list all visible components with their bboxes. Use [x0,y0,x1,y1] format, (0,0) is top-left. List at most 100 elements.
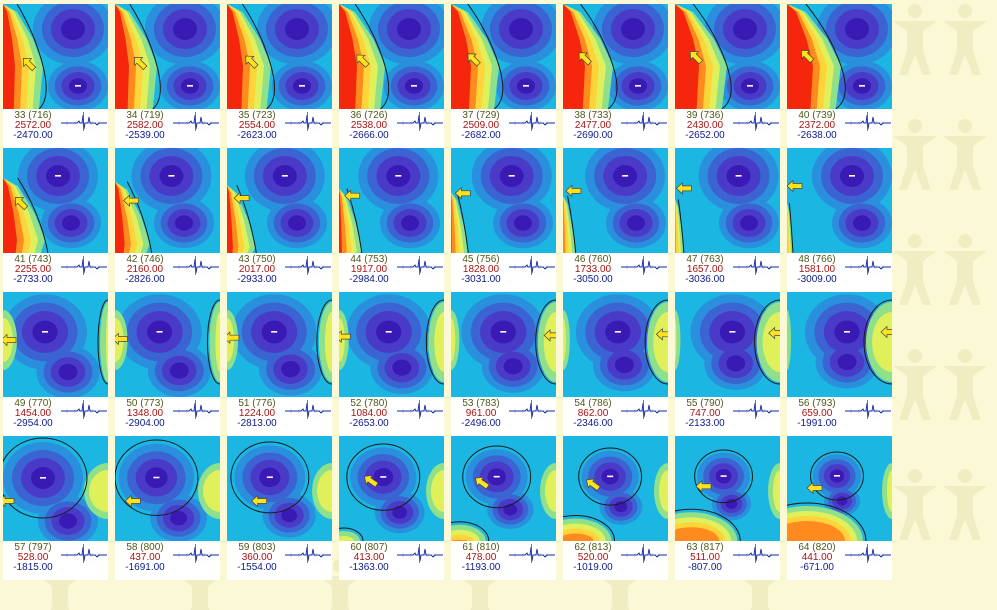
frame-cell[interactable]: 44 (753) 1917.00 -2984.00 [339,148,444,292]
frame-caption: 51 (776) 1224.00 -2813.00 [227,399,332,436]
frame-cell[interactable]: 36 (726) 2538.00 -2666.00 [339,4,444,148]
arrow-icon [251,494,267,508]
min-value-label: -2813.00 [237,418,277,429]
frame-cell[interactable]: 38 (733) 2477.00 -2690.00 [563,4,668,148]
min-value-label: -3031.00 [461,274,501,285]
minimum-marker [607,475,614,478]
frame-cell[interactable]: 62 (813) 520.00 -1019.00 [563,436,668,580]
frame-cell[interactable]: 41 (743) 2255.00 -2733.00 [3,148,108,292]
max-value-label: 1224.00 [238,408,276,419]
potential-map[interactable] [563,436,668,541]
frame-caption: 57 (797) 528.00 -1815.00 [3,543,108,580]
potential-map[interactable] [227,148,332,253]
frame-cell[interactable]: 59 (803) 360.00 -1554.00 [227,436,332,580]
frame-cell[interactable]: 52 (780) 1084.00 -2653.00 [339,292,444,436]
potential-map[interactable] [339,436,444,541]
frame-cell[interactable]: 49 (770) 1454.00 -2954.00 [3,292,108,436]
min-value-label: -671.00 [800,562,834,573]
ecg-trace-icon [733,544,779,563]
frame-index-label: 53 (783) [462,398,500,409]
potential-map[interactable] [339,292,444,397]
frame-cell[interactable]: 60 (807) 413.00 -1363.00 [339,436,444,580]
potential-map[interactable] [787,292,892,397]
frame-cell[interactable]: 61 (810) 478.00 -1193.00 [451,436,556,580]
arrow-icon [339,330,351,343]
minimum-marker [859,85,865,87]
potential-map[interactable] [563,4,668,109]
frame-cell[interactable]: 64 (820) 441.00 -671.00 [787,436,892,580]
minimum-marker [844,331,850,333]
potential-map[interactable] [451,292,556,397]
min-value-label: -2954.00 [13,418,53,429]
frame-caption: 54 (786) 862.00 -2346.00 [563,399,668,436]
frame-cell[interactable]: 43 (750) 2017.00 -2933.00 [227,148,332,292]
potential-map[interactable] [115,148,220,253]
potential-map[interactable] [675,436,780,541]
potential-map[interactable] [451,436,556,541]
frame-index-label: 44 (753) [350,254,388,265]
potential-map[interactable] [787,4,892,109]
frame-cell[interactable]: 48 (766) 1581.00 -3009.00 [787,148,892,292]
frame-cell[interactable]: 55 (790) 747.00 -2133.00 [675,292,780,436]
frame-index-label: 35 (723) [238,110,276,121]
potential-map[interactable] [451,148,556,253]
frame-cell[interactable]: 51 (776) 1224.00 -2813.00 [227,292,332,436]
frame-cell[interactable]: 34 (719) 2582.00 -2539.00 [115,4,220,148]
potential-map[interactable] [339,148,444,253]
potential-map[interactable] [339,4,444,109]
max-value-label: 1657.00 [686,264,724,275]
frame-index-label: 59 (803) [238,542,276,553]
arrow-icon [245,55,259,69]
frame-cell[interactable]: 40 (739) 2372.00 -2638.00 [787,4,892,148]
frame-cell[interactable]: 56 (793) 659.00 -1991.00 [787,292,892,436]
potential-map[interactable] [115,292,220,397]
frame-caption: 42 (746) 2160.00 -2826.00 [115,255,220,292]
potential-map[interactable] [787,436,892,541]
max-value-label: 2372.00 [798,120,836,131]
potential-map[interactable] [563,148,668,253]
frame-cell[interactable]: 63 (817) 511.00 -807.00 [675,436,780,580]
frame-cell[interactable]: 58 (800) 437.00 -1691.00 [115,436,220,580]
max-value-label: 437.00 [129,552,161,563]
frame-cell[interactable]: 47 (763) 1657.00 -3036.00 [675,148,780,292]
potential-map[interactable] [3,4,108,109]
max-value-label: 478.00 [465,552,497,563]
max-value-label: 360.00 [241,552,273,563]
ecg-trace-icon [285,256,331,275]
ecg-trace-icon [733,112,779,131]
potential-map[interactable] [3,148,108,253]
frame-index-label: 51 (776) [238,398,276,409]
potential-map[interactable] [227,4,332,109]
frame-cell[interactable]: 50 (773) 1348.00 -2904.00 [115,292,220,436]
frame-cell[interactable]: 39 (736) 2430.00 -2652.00 [675,4,780,148]
potential-map[interactable] [675,292,780,397]
frame-cell[interactable]: 42 (746) 2160.00 -2826.00 [115,148,220,292]
potential-map[interactable] [3,436,108,541]
frame-cell[interactable]: 54 (786) 862.00 -2346.00 [563,292,668,436]
frame-cell[interactable]: 37 (729) 2509.00 -2682.00 [451,4,556,148]
min-value-label: -2470.00 [13,130,53,141]
ecg-trace-icon [285,112,331,131]
frame-cell[interactable]: 53 (783) 961.00 -2496.00 [451,292,556,436]
potential-map[interactable] [563,292,668,397]
potential-map[interactable] [675,4,780,109]
minimum-marker [493,475,500,478]
frame-cell[interactable]: 57 (797) 528.00 -1815.00 [3,436,108,580]
potential-map[interactable] [3,292,108,397]
frame-cell[interactable]: 45 (756) 1828.00 -3031.00 [451,148,556,292]
frame-cell[interactable]: 33 (716) 2572.00 -2470.00 [3,4,108,148]
ecg-trace-icon [845,400,891,419]
potential-map[interactable] [227,292,332,397]
minimum-marker [834,475,840,477]
potential-map[interactable] [451,4,556,109]
potential-map[interactable] [115,4,220,109]
potential-map[interactable] [787,148,892,253]
minimum-marker [156,331,163,333]
frame-cell[interactable]: 46 (760) 1733.00 -3050.00 [563,148,668,292]
ecg-trace-icon [845,256,891,275]
frame-cell[interactable]: 35 (723) 2554.00 -2623.00 [227,4,332,148]
potential-map[interactable] [675,148,780,253]
potential-map[interactable] [227,436,332,541]
potential-map[interactable] [115,436,220,541]
